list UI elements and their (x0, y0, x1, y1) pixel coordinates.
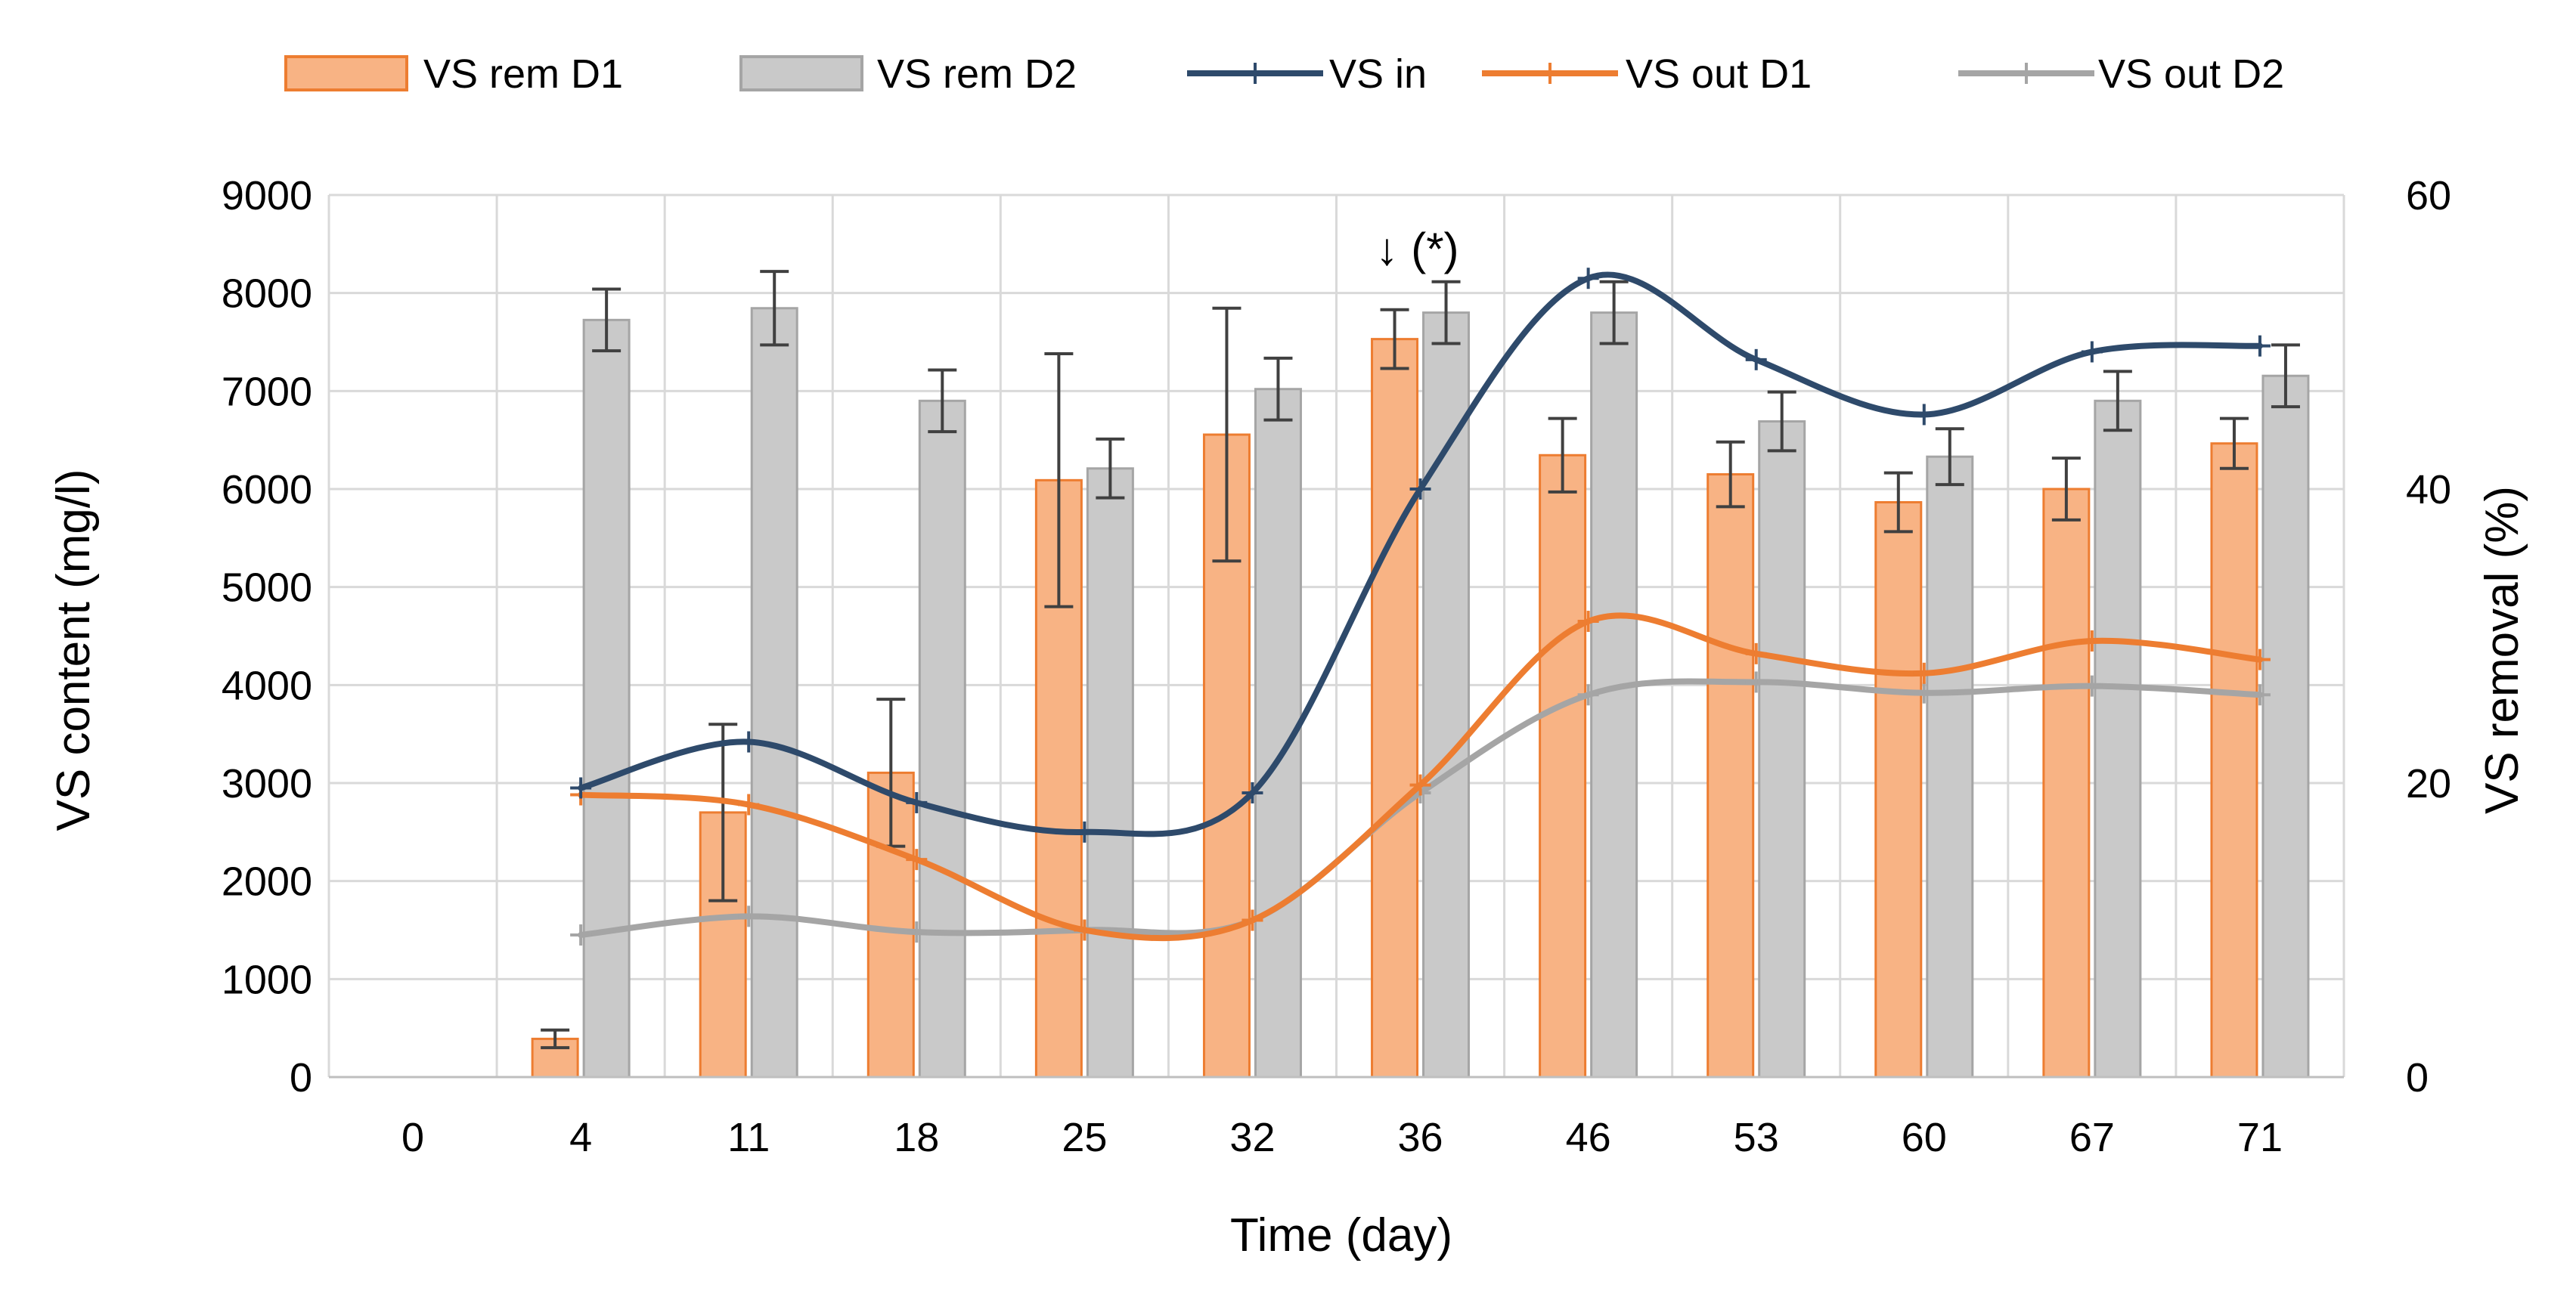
bar-vs-rem-d2 (750, 307, 798, 1079)
x-tick-label: 71 (2237, 1115, 2283, 1160)
legend-label: VS rem D2 (877, 51, 1077, 97)
bar-vs-rem-d2 (2261, 374, 2310, 1079)
y-left-tick-label: 4000 (222, 663, 312, 708)
x-tick-label: 46 (1566, 1115, 1611, 1160)
bar-vs-rem-d1 (1539, 454, 1587, 1079)
legend-label: VS in (1329, 51, 1427, 97)
left-y-axis-title: VS content (mg/l) (48, 469, 100, 831)
y-right-tick-label: 60 (2406, 173, 2451, 218)
y-left-tick-label: 3000 (222, 761, 312, 806)
bar-vs-rem-d2 (582, 318, 631, 1079)
x-tick-label: 0 (401, 1115, 424, 1160)
bar-vs-rem-d2 (1758, 420, 1806, 1079)
x-tick-label: 36 (1398, 1115, 1443, 1160)
legend-label: VS out D1 (1626, 51, 1812, 97)
right-y-axis-title: VS removal (%) (2476, 486, 2528, 814)
y-left-tick-label: 7000 (222, 369, 312, 414)
legend-swatch (739, 55, 863, 91)
bar-vs-rem-d2 (1086, 467, 1134, 1079)
axes: 0 1000 2000 3000 4000 5000 6000 7000 8000 9000 0 20… (222, 173, 2451, 1160)
x-tick-label: 32 (1229, 1115, 1275, 1160)
line-vs-in (578, 271, 2263, 837)
y-right-tick-label: 20 (2406, 761, 2451, 806)
y-right-tick-label: 40 (2406, 467, 2451, 512)
bar-vs-rem-d1 (2210, 442, 2258, 1079)
y-left-tick-label: 1000 (222, 957, 312, 1002)
y-left-tick-label: 2000 (222, 859, 312, 905)
legend-item: VS out D2 (1958, 51, 2284, 97)
grid (327, 193, 2345, 1079)
x-tick-label: 60 (1902, 1115, 1947, 1160)
bars (531, 270, 2310, 1079)
lines (570, 268, 2271, 946)
legend-label: VS rem D1 (423, 51, 623, 97)
y-left-tick-label: 8000 (222, 271, 312, 317)
legend-item: VS out D1 (1482, 51, 1812, 97)
x-tick-label: 18 (894, 1115, 939, 1160)
bar-vs-rem-d2 (1422, 311, 1471, 1079)
annotation-asterisk: ↓ (*) (1376, 224, 1459, 274)
x-tick-label: 53 (1734, 1115, 1779, 1160)
bar-vs-rem-d2 (918, 399, 966, 1079)
legend-item: VS rem D1 (284, 51, 623, 97)
y-left-tick-label: 0 (290, 1055, 312, 1101)
y-left-tick-label: 9000 (222, 173, 312, 218)
x-tick-label: 4 (569, 1115, 592, 1160)
y-left-tick-label: 6000 (222, 467, 312, 512)
x-tick-label: 67 (2069, 1115, 2115, 1160)
bar-vs-rem-d1 (1706, 473, 1755, 1079)
bar-vs-rem-d2 (1926, 455, 1974, 1079)
legend-swatch (284, 55, 408, 91)
x-tick-label: 11 (727, 1115, 770, 1160)
x-axis-title: Time (day) (1230, 1209, 1452, 1261)
x-tick-label: 25 (1062, 1115, 1107, 1160)
legend-item: VS in (1187, 51, 1427, 97)
legend-item: VS rem D2 (739, 51, 1077, 97)
y-right-tick-label: 0 (2406, 1055, 2429, 1101)
legend-label: VS out D2 (2098, 51, 2284, 97)
y-left-tick-label: 5000 (222, 565, 312, 611)
bar-vs-rem-d2 (2094, 399, 2142, 1079)
legend: VS rem D1 VS rem D2 VS in VS out D1 VS out D… (284, 51, 2284, 97)
bar-vs-rem-d1 (2042, 488, 2091, 1079)
bar-vs-rem-d1 (1874, 501, 1923, 1079)
bar-vs-rem-d1 (1371, 338, 1419, 1079)
